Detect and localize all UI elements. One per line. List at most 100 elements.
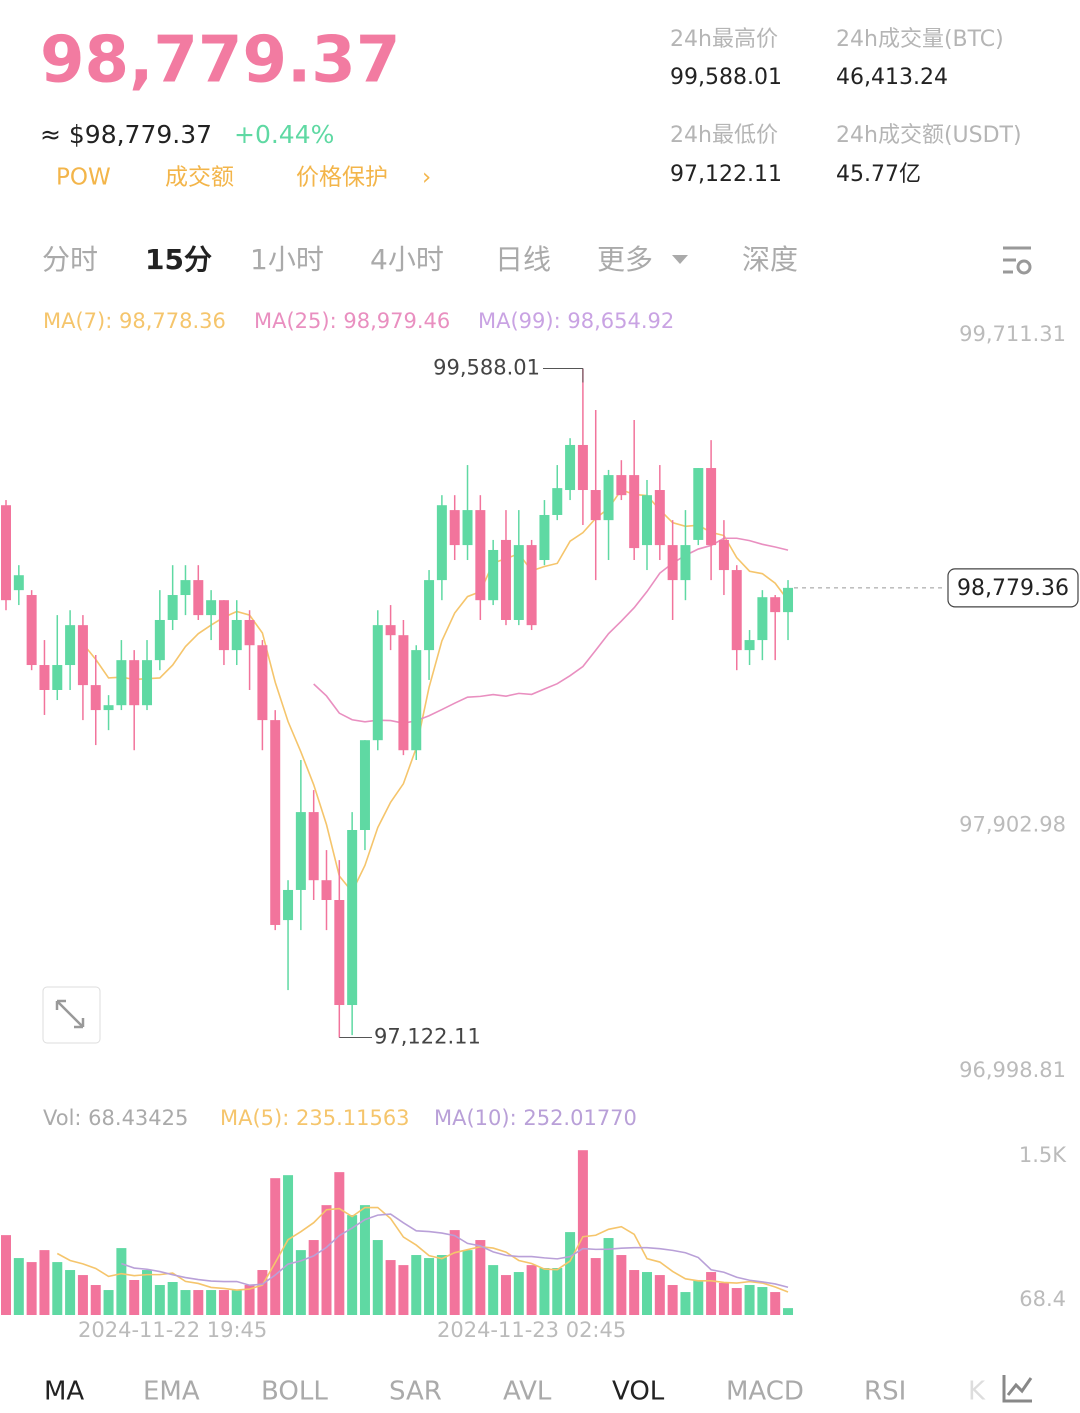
volume-bar	[206, 1290, 217, 1315]
volume-bar	[270, 1178, 281, 1315]
volume-bar	[500, 1275, 511, 1315]
tag[interactable]: POW	[56, 165, 111, 191]
vol-legend: MA(5): 235.11563	[220, 1106, 410, 1130]
candle-body	[167, 595, 178, 620]
candle-body	[590, 490, 601, 521]
volume-bar	[565, 1232, 576, 1315]
stat-label: 24h最低价	[670, 123, 778, 148]
tab-active[interactable]: 15分	[145, 243, 212, 276]
tab[interactable]: 分时	[42, 243, 98, 276]
volume-bar	[526, 1265, 537, 1315]
volume-bar	[129, 1279, 140, 1315]
candle-body	[757, 597, 768, 641]
volume-bar	[693, 1279, 704, 1315]
tag[interactable]: 价格保护	[296, 165, 388, 191]
vol-ma-line	[56, 1206, 789, 1293]
high-label: 99,588.01	[433, 355, 540, 379]
candle-body	[193, 580, 204, 616]
last-price: 98,779.37	[40, 24, 400, 98]
y-tick-label: 96,998.81	[959, 1058, 1066, 1082]
tab[interactable]: 更多	[597, 243, 653, 276]
candle-body	[552, 488, 563, 515]
volume-bar	[603, 1238, 614, 1315]
change: +0.44%	[234, 120, 334, 149]
candle-body	[500, 539, 511, 620]
stat-value: 45.77亿	[836, 162, 921, 187]
ma-line	[82, 488, 789, 894]
volume-bar	[103, 1290, 114, 1315]
volume-bar	[295, 1250, 306, 1315]
indicator-tab[interactable]: SAR	[389, 1377, 442, 1407]
volume-bar	[257, 1270, 268, 1315]
volume-bar	[193, 1290, 204, 1315]
volume-bar	[449, 1230, 460, 1315]
stat-label: 24h最高价	[670, 27, 778, 52]
ma-legend: MA(99): 98,654.92	[478, 309, 674, 333]
ma-legend: MA(7): 98,778.36	[43, 309, 226, 333]
volume-bar	[577, 1150, 588, 1315]
volume-bar	[167, 1282, 178, 1315]
tab[interactable]: 1小时	[250, 243, 324, 276]
chevron[interactable]: ›	[422, 165, 431, 191]
candle-body	[52, 665, 63, 690]
volume-bar	[372, 1240, 383, 1315]
indicator-tab[interactable]: BOLL	[261, 1377, 328, 1407]
volume-bar	[706, 1272, 717, 1315]
candle-body	[218, 600, 229, 651]
candle-body	[129, 660, 140, 706]
volume-bar	[616, 1255, 627, 1315]
volume-bar	[667, 1285, 678, 1315]
candle-body	[103, 705, 114, 711]
ma-line	[313, 537, 789, 724]
low-label: 97,122.11	[374, 1025, 481, 1049]
volume-bar	[488, 1265, 499, 1315]
stat-value: 99,588.01	[670, 65, 782, 90]
volume-bar	[462, 1250, 473, 1315]
volume-bar	[347, 1215, 358, 1315]
volume-bar	[77, 1275, 88, 1315]
tag[interactable]: 成交额	[165, 165, 234, 191]
candle-body	[539, 514, 550, 561]
candle-body	[475, 510, 486, 601]
indicator-tab[interactable]: VOL	[612, 1377, 665, 1407]
tab[interactable]: 深度	[742, 243, 798, 276]
volume-bar	[744, 1285, 755, 1315]
chart-icon[interactable]	[1002, 1375, 1033, 1403]
expand-icon	[55, 999, 85, 1029]
settings-icon[interactable]	[1003, 246, 1032, 275]
candle-body	[39, 665, 50, 690]
indicator-tab[interactable]: MA	[44, 1377, 84, 1407]
volume-bar	[757, 1287, 768, 1315]
candle-body	[26, 595, 37, 666]
candle-body	[270, 720, 281, 925]
indicator-tab[interactable]: K	[968, 1377, 986, 1407]
stat-value: 46,413.24	[836, 65, 948, 90]
candle-body	[1, 505, 11, 601]
volume-bar	[424, 1258, 435, 1315]
candle-body	[385, 625, 396, 636]
stat-label: 24h成交额(USDT)	[836, 123, 1022, 148]
volume-bar	[218, 1290, 229, 1315]
candle-body	[334, 900, 345, 1006]
volume-bar	[13, 1258, 24, 1315]
candle-body	[436, 505, 447, 581]
tab[interactable]: 4小时	[370, 243, 444, 276]
candle-body	[654, 490, 665, 546]
dropdown-arrow[interactable]	[672, 255, 688, 264]
volume-bar	[116, 1248, 127, 1315]
stat-value: 97,122.11	[670, 162, 782, 187]
volume-bar	[321, 1205, 332, 1315]
candle-body	[616, 475, 627, 496]
volume-bar	[154, 1285, 165, 1315]
indicator-tab[interactable]: RSI	[864, 1377, 906, 1407]
tab[interactable]: 日线	[495, 243, 551, 276]
stat-label: 24h成交量(BTC)	[836, 27, 1004, 52]
indicator-tab[interactable]: EMA	[143, 1377, 200, 1407]
indicator-tab[interactable]: AVL	[503, 1377, 552, 1407]
volume-bar	[718, 1283, 729, 1315]
candle-body	[359, 740, 370, 831]
candle-body	[244, 619, 255, 646]
indicator-tab[interactable]: MACD	[726, 1377, 804, 1407]
